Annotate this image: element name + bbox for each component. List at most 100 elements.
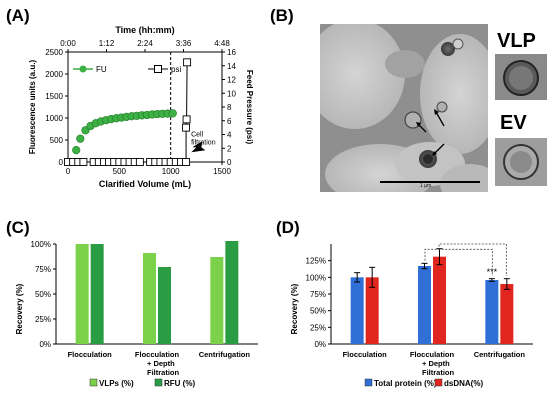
legend-label-d-0: Total protein (%) (374, 379, 437, 388)
y2-tick-label-a-4: 8 (227, 103, 232, 112)
category-label-d-2: Centrifugation (474, 350, 526, 359)
legend-label-d-1: dsDNA(%) (444, 379, 483, 388)
y2-tick-label-a-6: 12 (227, 76, 236, 85)
y-tick-label-d-3: 75% (310, 290, 326, 299)
legend-swatch-c-0 (89, 378, 98, 387)
ev-label: EV (500, 112, 527, 134)
bracket-2-d (438, 243, 507, 276)
annotation-line-2: filtration (191, 140, 216, 147)
bar-c-2-0 (210, 257, 224, 344)
y2-axis-title-a: Feed Pressure (psi) (245, 70, 254, 145)
category-label-d-1: Flocculation + Depth Filtration (410, 350, 455, 377)
top-axis-title-a: Time (hh:mm) (115, 25, 174, 35)
top-tick-label-a-2: 2:24 (137, 39, 153, 48)
legend-swatch-d-1 (434, 378, 443, 387)
annotation-arrow (191, 141, 206, 153)
bar-d-2-1 (500, 284, 514, 344)
psi-point-21 (182, 158, 191, 166)
panel-a-label: (A) (6, 6, 30, 25)
bar-d-0-1 (365, 277, 379, 344)
legend-psi-marker (154, 65, 162, 73)
fu-point-1 (76, 134, 85, 143)
bracket-1-d (424, 248, 493, 276)
psi-point-3 (79, 158, 88, 166)
top-tick-label-a-3: 3:36 (176, 39, 192, 48)
ev-inset (495, 138, 547, 186)
vlp-label: VLP (497, 30, 536, 52)
y-tick-label-d-4: 100% (306, 273, 326, 282)
y2-tick-label-a-5: 10 (227, 89, 236, 98)
legend-label-c-1: RFU (%) (164, 379, 195, 388)
x-tick-label-a-0: 0 (66, 167, 71, 176)
y2-tick-label-a-3: 6 (227, 117, 232, 126)
y-tick-label-a-3: 1500 (45, 92, 63, 101)
micrograph-image (320, 24, 488, 192)
psi-point-24 (183, 58, 192, 67)
bar-c-0-0 (75, 244, 89, 344)
y-tick-label-c-4: 100% (31, 240, 51, 249)
category-label-d-0: Flocculation (343, 350, 388, 359)
y-tick-label-a-2: 1000 (45, 114, 63, 123)
legend-swatch-d-0 (364, 378, 373, 387)
psi-point-13 (135, 158, 144, 166)
bar-c-2-1 (225, 241, 239, 344)
bar-c-1-0 (143, 253, 156, 344)
x-tick-label-a-1: 500 (113, 167, 127, 176)
y-axis-title-d: Recovery (%) (290, 283, 299, 334)
bar-d-1-0 (418, 266, 431, 344)
y2-tick-label-a-1: 2 (227, 144, 232, 153)
legend-fu-label: FU (96, 65, 107, 74)
y-tick-label-a-0: 0 (59, 158, 64, 167)
bar-d-0-0 (350, 277, 364, 344)
fu-point-19 (168, 109, 177, 118)
annotation-line-1: Cell (191, 132, 204, 139)
bar-d-2-0 (485, 280, 499, 344)
y-tick-label-c-1: 25% (35, 315, 51, 324)
y-tick-label-a-5: 2500 (45, 48, 63, 57)
bar-d-1-1 (433, 256, 446, 344)
category-label-c-0: Flocculation (68, 350, 113, 359)
legend-label-c-0: VLPs (%) (99, 379, 134, 388)
scale-bar-label: 1 µm (420, 183, 432, 189)
vlp-inset (495, 54, 547, 100)
y-tick-label-d-5: 125% (306, 257, 326, 266)
y-axis-title-c: Recovery (%) (15, 283, 24, 334)
y-axis-title-a: Fluorescence units (a.u.) (28, 60, 37, 155)
y2-tick-label-a-7: 14 (227, 62, 236, 71)
x-axis-title-a: Clarified Volume (mL) (99, 179, 191, 189)
panel-b-label: (B) (270, 6, 294, 25)
y-tick-label-c-2: 50% (35, 290, 51, 299)
y-tick-label-c-0: 0% (39, 340, 51, 349)
y-tick-label-d-2: 50% (310, 307, 326, 316)
y2-tick-label-a-0: 0 (227, 158, 232, 167)
top-tick-label-a-4: 4:48 (214, 39, 230, 48)
x-tick-label-a-3: 1500 (213, 167, 231, 176)
top-tick-label-a-1: 1:12 (99, 39, 115, 48)
chart-c: 0% 25% 50% 75% 100% Recovery (%) Flocculation F… (15, 240, 258, 388)
significance-marker-d: *** (487, 267, 498, 277)
bar-c-1-1 (158, 267, 171, 344)
fu-point-0 (72, 146, 81, 155)
y-tick-label-a-1: 500 (50, 136, 64, 145)
y-tick-label-d-1: 25% (310, 323, 326, 332)
y2-tick-label-a-8: 16 (227, 48, 236, 57)
psi-point-23 (182, 115, 191, 124)
top-tick-label-a-0: 0:00 (60, 39, 76, 48)
legend-psi-label: psi (171, 65, 181, 74)
y2-tick-label-a-2: 4 (227, 131, 232, 140)
category-label-c-1: Flocculation + Depth Filtration (135, 350, 180, 377)
panel-c-label: (C) (6, 218, 30, 237)
psi-point-22 (182, 123, 191, 132)
y-tick-label-c-3: 75% (35, 265, 51, 274)
legend-swatch-c-1 (154, 378, 163, 387)
legend-fu-marker (79, 65, 87, 73)
chart-a: 0 500 1000 15000500100015002000250002468101… (28, 25, 254, 189)
y-tick-label-a-4: 2000 (45, 70, 63, 79)
panel-d-label: (D) (276, 218, 300, 237)
y-tick-label-d-0: 0% (314, 340, 326, 349)
x-tick-label-a-2: 1000 (162, 167, 180, 176)
bar-c-0-1 (90, 244, 104, 344)
micrograph-panel: 1 µm (320, 24, 488, 192)
category-label-c-2: Centrifugation (199, 350, 251, 359)
chart-d: 0% 25% 50% 75% 100% 125% Recovery (%) Flocculat… (290, 243, 533, 388)
